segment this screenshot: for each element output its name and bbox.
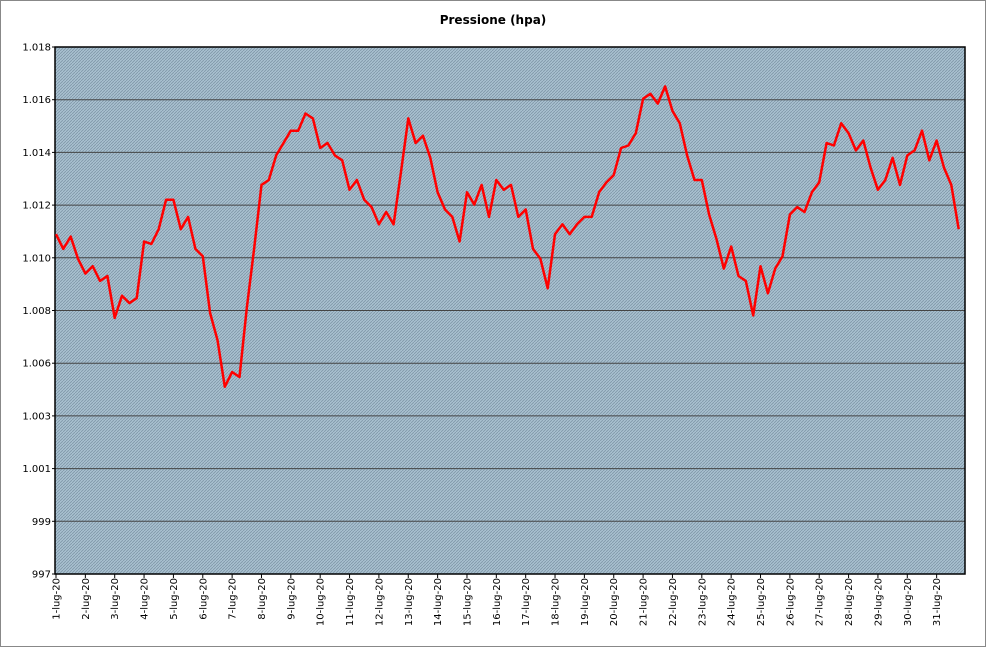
x-tick-label: 7-lug-20: [228, 578, 239, 620]
x-tick-label: 2-lug-20: [81, 578, 92, 620]
x-tick-label: 9-lug-20: [286, 578, 297, 620]
x-tick-label: 5-lug-20: [169, 578, 180, 620]
x-tick-label: 8-lug-20: [257, 578, 268, 620]
x-tick-label: 26-lug-20: [785, 578, 796, 626]
x-tick-label: 15-lug-20: [462, 578, 473, 626]
y-tick-label: 1.016: [22, 95, 51, 106]
y-tick-label: 1.014: [22, 148, 51, 159]
x-tick-label: 17-lug-20: [521, 578, 532, 626]
y-tick-label: 1.008: [22, 306, 51, 317]
y-tick-label: 1.003: [22, 411, 51, 422]
x-tick-label: 28-lug-20: [844, 578, 855, 626]
y-tick-label: 999: [32, 517, 51, 528]
x-tick-label: 27-lug-20: [815, 578, 826, 626]
x-tick-label: 21-lug-20: [639, 578, 650, 626]
x-tick-label: 22-lug-20: [668, 578, 679, 626]
x-tick-label: 20-lug-20: [609, 578, 620, 626]
x-tick-label: 1-lug-20: [52, 578, 63, 620]
x-tick-label: 29-lug-20: [873, 578, 884, 626]
chart-title: Pressione (hpa): [440, 13, 547, 27]
x-tick-label: 6-lug-20: [198, 578, 209, 620]
y-tick-label: 997: [32, 570, 51, 581]
x-tick-label: 3-lug-20: [110, 578, 121, 620]
y-tick-label: 1.001: [22, 464, 51, 475]
x-tick-label: 25-lug-20: [756, 578, 767, 626]
y-tick-label: 1.006: [22, 359, 51, 370]
x-tick-label: 30-lug-20: [903, 578, 914, 626]
plot-frame: [54, 46, 966, 575]
x-tick-label: 10-lug-20: [316, 578, 327, 626]
x-tick-label: 18-lug-20: [551, 578, 562, 626]
x-tick-label: 12-lug-20: [374, 578, 385, 626]
x-tick-label: 14-lug-20: [433, 578, 444, 626]
y-tick-label: 1.012: [22, 201, 51, 212]
x-tick-label: 16-lug-20: [492, 578, 503, 626]
y-tick-label: 1.018: [22, 43, 51, 54]
x-tick-label: 23-lug-20: [697, 578, 708, 626]
x-tick-label: 19-lug-20: [580, 578, 591, 626]
x-tick-label: 4-lug-20: [140, 578, 151, 620]
x-tick-label: 13-lug-20: [404, 578, 415, 626]
x-tick-label: 31-lug-20: [932, 578, 943, 626]
x-tick-label: 24-lug-20: [727, 578, 738, 626]
y-tick-label: 1.010: [22, 253, 51, 264]
line-series: [54, 85, 960, 389]
x-tick-label: 11-lug-20: [345, 578, 356, 626]
